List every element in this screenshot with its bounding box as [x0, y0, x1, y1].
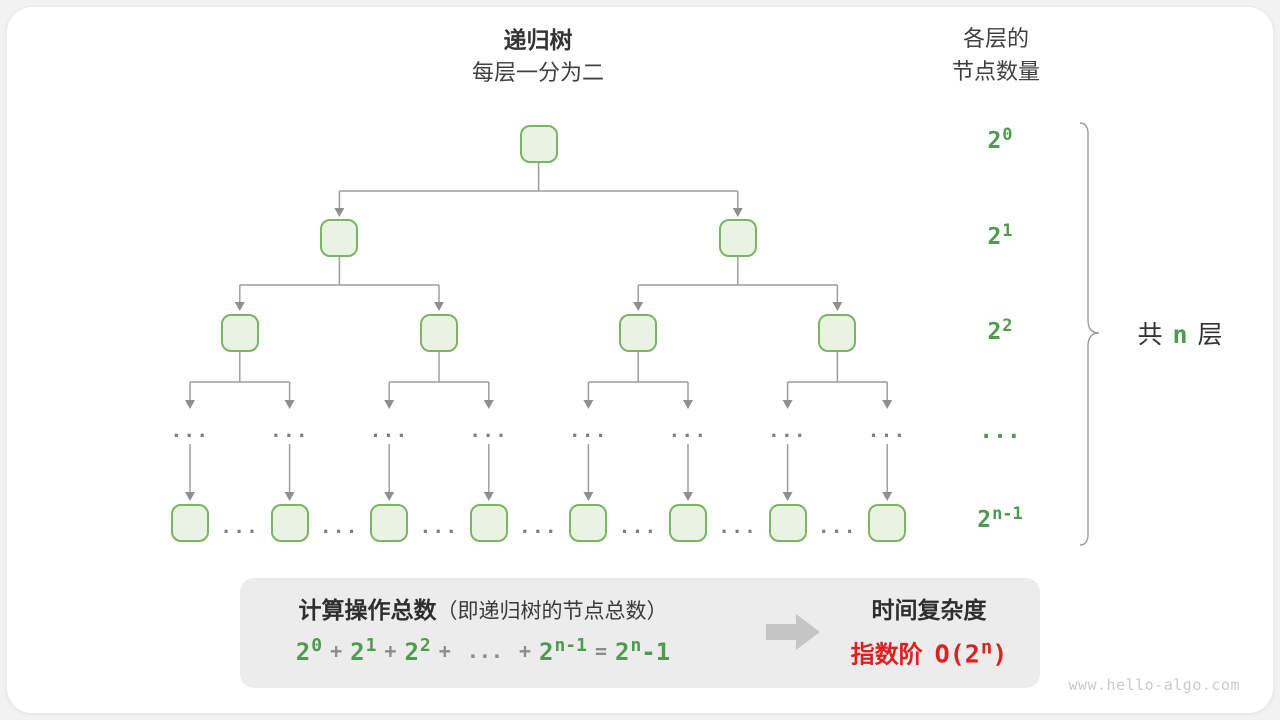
pow-base: ... [979, 418, 1021, 444]
tree-ellipsis: ... [270, 420, 310, 442]
pow-exponent: n [630, 635, 642, 656]
formula-operator: + [438, 639, 451, 663]
pow-base: 2 [295, 638, 311, 666]
pow-exponent: 1 [1002, 221, 1013, 241]
row-ellipsis: ... [718, 516, 758, 538]
tree-ellipsis: ... [469, 420, 509, 442]
level-count-label: 21 [987, 221, 1012, 250]
pow-exponent: 0 [311, 635, 323, 656]
tree-node [619, 314, 658, 352]
tree-node [868, 504, 907, 542]
pow-base: 2 [977, 507, 992, 533]
levels-column-title-line2: 节点数量 [951, 59, 1041, 84]
operations-total-title: 计算操作总数（即递归树的节点总数） [299, 591, 668, 625]
level-count-label: 22 [987, 316, 1012, 345]
big-o-power: O(2n) [935, 637, 1008, 669]
exponential-order-label: 指数阶 [850, 641, 923, 669]
formula-power-term: 20 [296, 635, 322, 666]
level-count-label: ... [979, 418, 1021, 444]
pow-base: 2 [404, 638, 419, 666]
tree-ellipsis: ... [568, 420, 608, 442]
formula-operator: + [330, 639, 343, 663]
tree-node [768, 504, 807, 542]
level-count-label: 2n-1 [977, 504, 1023, 533]
pow-suffix: -1 [641, 638, 671, 666]
tree-ellipsis: ... [867, 420, 907, 442]
time-complexity-result: 指数阶 O(2n) [851, 635, 1008, 670]
pow-base: 2 [987, 224, 1002, 250]
formula-power-term: 2n-1 [615, 635, 670, 666]
node-total-formula: 20 +21 +22 +... +2n-1 = 2n-1 [296, 635, 670, 666]
levels-column-title-line1: 各层的 [962, 26, 1030, 51]
tree-node [669, 504, 707, 542]
summary-box [240, 578, 1040, 688]
tree-node [171, 504, 209, 542]
formula-power-term: 2n-1 [539, 635, 587, 666]
level-count-label: 20 [987, 125, 1012, 154]
tree-node [220, 314, 259, 352]
formula-operator: + [384, 639, 397, 663]
formula-power-term: 22 [404, 635, 430, 666]
watermark: www.hello-algo.com [1068, 676, 1240, 694]
pow-base: 2 [538, 638, 554, 666]
level-count-value: 22 [987, 316, 1012, 345]
total-layers-n: n [1172, 320, 1188, 349]
pow-base: O(2 [934, 639, 980, 669]
pow-suffix: ) [992, 639, 1008, 669]
pow-base: 2 [987, 128, 1002, 154]
pow-base: 2 [350, 638, 365, 666]
figure-subtitle: 每层一分为二 [471, 60, 605, 85]
operations-total-title-bold: 计算操作总数 [298, 597, 437, 623]
figure-title: 递归树 [503, 27, 573, 53]
row-ellipsis: ... [618, 516, 658, 538]
implies-arrow-icon [766, 614, 820, 650]
row-ellipsis: ... [817, 516, 857, 538]
row-ellipsis: ... [319, 516, 359, 538]
tree-node [818, 314, 857, 352]
pow-exponent: 1 [365, 635, 377, 656]
big-o-expression: O(2n) [935, 637, 1008, 669]
pow-exponent: 2 [1002, 316, 1013, 336]
tree-node [718, 219, 757, 257]
total-layers-prefix: 共 [1137, 321, 1163, 349]
pow-exponent: 2 [419, 635, 431, 656]
row-ellipsis: ... [519, 516, 559, 538]
tree-node [469, 504, 508, 542]
tree-node [519, 125, 558, 163]
formula-operator: + [518, 639, 531, 663]
tree-node [270, 504, 309, 542]
pow-exponent: n-1 [992, 504, 1023, 524]
tree-ellipsis: ... [170, 420, 210, 442]
operations-total-title-paren: （即递归树的节点总数） [436, 600, 668, 623]
tree-node [370, 504, 409, 542]
formula-power-term: 21 [350, 635, 376, 666]
total-layers-suffix: 层 [1197, 321, 1223, 349]
tree-node [569, 504, 608, 542]
time-complexity-title: 时间复杂度 [871, 597, 987, 623]
row-ellipsis: ... [220, 516, 260, 538]
pow-exponent: n-1 [554, 635, 587, 656]
tree-node [420, 314, 458, 352]
tree-ellipsis: ... [768, 420, 808, 442]
pow-exponent: 0 [1002, 125, 1013, 145]
level-count-value: 2n-1 [977, 504, 1023, 533]
level-count-value: ... [979, 418, 1021, 444]
pow-base: 2 [987, 319, 1002, 345]
pow-base: 2 [615, 638, 630, 666]
formula-operator: ... [466, 639, 503, 663]
tree-ellipsis: ... [668, 420, 708, 442]
tree-ellipsis: ... [369, 420, 409, 442]
level-count-value: 20 [987, 125, 1012, 154]
tree-node [320, 219, 359, 257]
formula-operator: = [594, 639, 608, 663]
levels-column-title: 各层的 节点数量 [952, 22, 1040, 88]
pow-exponent: n [980, 636, 993, 659]
row-ellipsis: ... [419, 516, 459, 538]
level-count-value: 21 [987, 221, 1012, 250]
